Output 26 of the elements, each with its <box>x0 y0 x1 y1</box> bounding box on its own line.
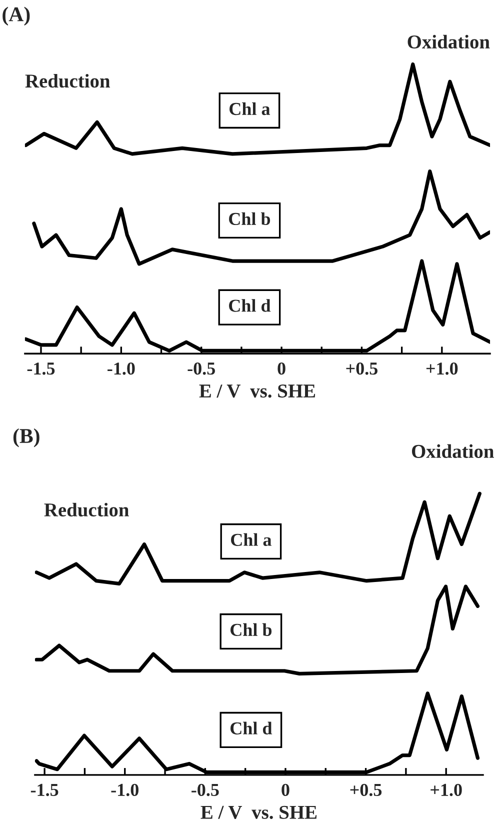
series-label: Chl b <box>229 212 270 226</box>
x-tick-label: -1.0 <box>108 362 135 375</box>
x-tick-label: +1.0 <box>426 362 458 375</box>
x-tick-label: -0.5 <box>188 362 215 375</box>
x-tick-label: -1.5 <box>30 784 58 796</box>
chart-title: (B) <box>13 428 40 448</box>
x-tick-label: -1.0 <box>111 784 138 796</box>
text: Oxidation <box>408 34 490 49</box>
x-tick-label: 0 <box>282 784 290 796</box>
chart-title: (A) <box>2 6 30 26</box>
annotation: Reduction <box>25 74 110 88</box>
text: Chl d <box>230 722 272 734</box>
series-label: Chl b <box>230 623 272 636</box>
text: Oxidation <box>412 444 494 458</box>
text: Chl a <box>230 102 270 116</box>
x-axis-title: E / V vs. SHE <box>200 806 317 820</box>
x-tick-label: 0 <box>278 362 286 375</box>
x-tick-label: +1.0 <box>430 784 462 796</box>
x-tick-label: -0.5 <box>192 784 219 796</box>
text: Chl d <box>229 299 271 312</box>
series-label: Chl a <box>231 533 272 546</box>
x-tick-label: -1.5 <box>27 362 55 375</box>
annotation: Reduction <box>44 502 129 517</box>
x-tick-label: +0.5 <box>346 362 378 375</box>
x-tick-label: +0.5 <box>350 784 382 796</box>
x-axis-title: E / V vs. SHE <box>199 384 316 398</box>
